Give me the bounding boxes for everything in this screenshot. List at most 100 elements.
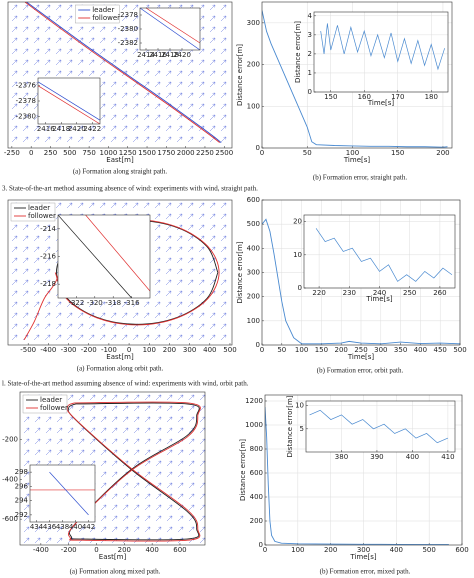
wind-arrow: [88, 59, 95, 66]
wind-arrow: [187, 334, 194, 341]
axes-frame: [7, 1, 233, 149]
wind-arrow: [143, 70, 150, 77]
y-tick-label: -2380: [118, 25, 138, 33]
wind-arrow: [198, 136, 205, 143]
wind-arrow: [176, 81, 183, 88]
wind-arrow: [23, 504, 30, 511]
wind-arrow: [33, 70, 40, 77]
wind-arrow: [166, 504, 173, 511]
wind-arrow: [209, 103, 216, 110]
y-tick-label: 10: [293, 251, 302, 259]
wind-arrow: [155, 493, 162, 500]
wind-arrow: [121, 92, 128, 99]
wind-arrow: [56, 449, 63, 456]
wind-arrow: [155, 526, 162, 533]
series-line: [38, 81, 100, 121]
x-tick-label: 2416: [149, 51, 167, 59]
wind-arrow: [143, 103, 150, 110]
wind-arrow: [121, 26, 128, 33]
wind-arrow: [177, 394, 184, 401]
legend-label: leader: [92, 6, 114, 14]
wind-arrow: [100, 394, 107, 401]
y-tick-label: 0: [256, 144, 260, 152]
wind-arrow: [144, 438, 151, 445]
wind-arrow: [176, 92, 183, 99]
x-tick-label: 400: [203, 346, 216, 354]
wind-arrow: [165, 312, 172, 319]
y-tick-label: 300: [247, 269, 260, 277]
y-tick-label: 20: [293, 218, 302, 226]
x-tick-label: 200: [163, 346, 176, 354]
wind-arrow: [121, 202, 128, 209]
wind-arrow: [220, 213, 227, 220]
wind-arrow: [154, 103, 161, 110]
y-tick-label: -2378: [118, 11, 138, 19]
wind-arrow: [45, 416, 52, 423]
wind-arrow: [55, 70, 62, 77]
wind-arrow: [209, 312, 216, 319]
wind-arrow: [132, 4, 139, 11]
wind-arrow: [77, 70, 84, 77]
wind-arrow: [155, 394, 162, 401]
wind-arrow: [209, 125, 216, 132]
wind-arrow: [220, 136, 227, 143]
axes-frame: [37, 77, 101, 125]
inset-background: [58, 215, 150, 298]
wind-arrow: [154, 279, 161, 286]
series-line: [262, 218, 460, 345]
wind-arrow: [176, 136, 183, 143]
y-tick-label: 0: [298, 284, 302, 292]
x-tick-label: 0: [29, 149, 33, 157]
wind-arrow: [220, 268, 227, 275]
wind-arrow: [99, 114, 106, 121]
wind-arrow: [144, 427, 151, 434]
wind-arrow: [122, 416, 129, 423]
wind-arrow: [209, 246, 216, 253]
wind-arrow: [176, 334, 183, 341]
x-tick-label: 2000: [177, 149, 195, 157]
wind-arrow: [22, 4, 29, 11]
x-tick-label: -100: [101, 346, 117, 354]
x-tick-label: 0: [94, 546, 98, 554]
wind-arrow: [133, 460, 140, 467]
wind-arrow: [99, 301, 106, 308]
wind-arrow: [33, 224, 40, 231]
x-tick-label: -250: [4, 149, 20, 157]
x-tick-label: 300: [357, 546, 370, 554]
wind-arrow: [122, 449, 129, 456]
wind-arrow: [165, 202, 172, 209]
wind-arrow: [100, 504, 107, 511]
wind-arrow: [143, 92, 150, 99]
axes-frame: [305, 400, 456, 453]
x-axis-label: Time[s]: [343, 156, 371, 164]
wind-arrow: [56, 427, 63, 434]
wind-arrow: [23, 449, 30, 456]
wind-arrow: [220, 125, 227, 132]
y-tick-label: 2: [308, 50, 312, 58]
y-tick-label: -214: [40, 225, 56, 233]
x-axis-label: East[m]: [99, 553, 127, 561]
axes-frame: [264, 394, 463, 546]
wind-arrow: [66, 37, 73, 44]
wind-arrow: [144, 449, 151, 456]
wind-arrow: [220, 4, 227, 11]
y-tick-label: 300: [247, 19, 260, 27]
wind-arrow: [100, 405, 107, 412]
wind-arrow: [88, 301, 95, 308]
y-tick-label: 100: [247, 102, 260, 110]
x-tick-label: -320: [87, 299, 103, 307]
wind-arrow: [132, 103, 139, 110]
wind-arrow: [33, 268, 40, 275]
wind-arrow: [11, 224, 18, 231]
wind-arrow: [22, 48, 29, 55]
wind-arrow: [132, 202, 139, 209]
x-tick-label: 1500: [138, 149, 156, 157]
wind-arrow: [56, 526, 63, 533]
wind-arrow: [11, 290, 18, 297]
wind-arrow: [209, 114, 216, 121]
wind-arrow: [144, 526, 151, 533]
legend-label: follower: [92, 14, 120, 22]
wind-arrow: [22, 224, 29, 231]
x-tick-label: 160: [358, 93, 371, 101]
wind-arrow: [133, 493, 140, 500]
